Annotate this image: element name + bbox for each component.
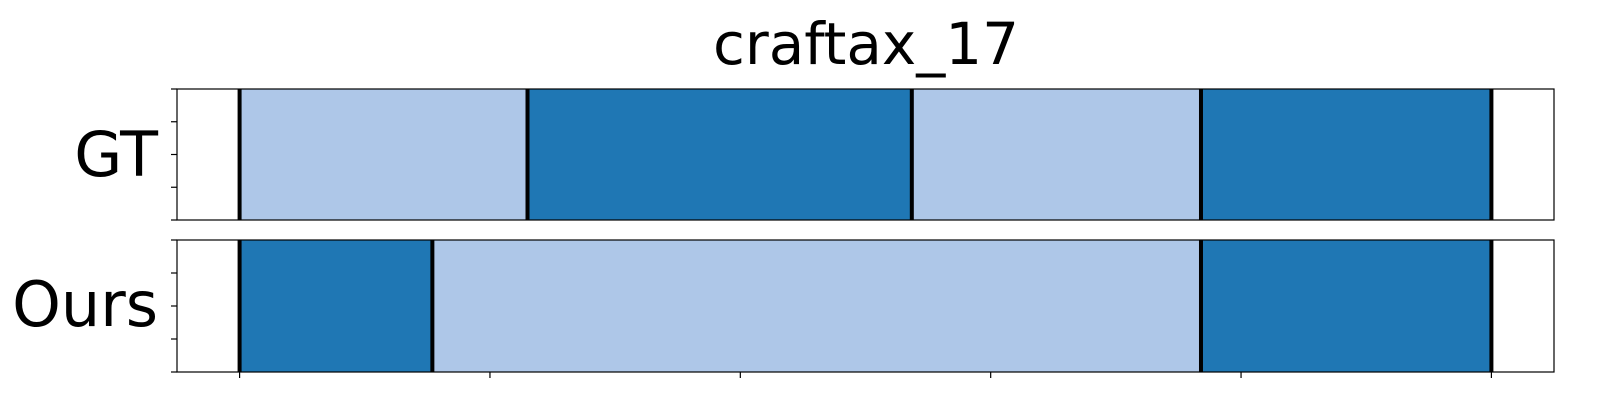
segment-1-0 (239, 240, 433, 372)
segment-1-2 (1200, 240, 1492, 372)
row-label-gt: GT (74, 118, 159, 191)
segment-0-2 (911, 89, 1201, 220)
panels (171, 88, 1555, 378)
row-label-ours: Ours (12, 268, 158, 341)
segment-0-3 (1200, 89, 1492, 220)
segment-0-0 (239, 89, 528, 220)
segment-0-1 (527, 89, 912, 220)
chart-title: craftax_17 (713, 10, 1019, 78)
segment-1-1 (432, 240, 1201, 372)
